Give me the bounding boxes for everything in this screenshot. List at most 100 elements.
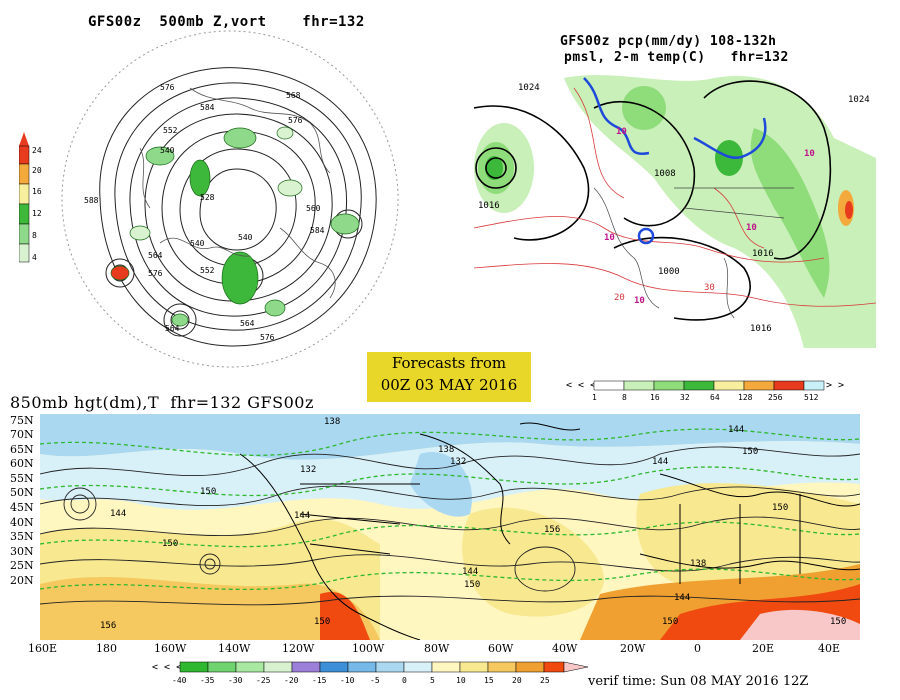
lon-0: 0 — [694, 642, 701, 655]
temp-cb-label-m15: -15 — [312, 676, 327, 685]
polar-panel-title: GFS00z 500mb Z,vort fhr=132 — [88, 14, 365, 30]
temp-cb-label-m40: -40 — [172, 676, 187, 685]
temp-cb-label-m30: -30 — [228, 676, 243, 685]
precip-colorbar-graphic: < < < > > — [566, 380, 844, 391]
lon-160w: 160W — [154, 642, 187, 655]
temp-cb-label-m5: -5 — [370, 676, 380, 685]
svg-text:150: 150 — [742, 447, 758, 457]
svg-text:20: 20 — [614, 293, 625, 303]
svg-text:540: 540 — [190, 239, 205, 248]
lat-65n: 65N — [10, 443, 34, 456]
svg-text:552: 552 — [200, 266, 215, 275]
svg-text:10: 10 — [616, 127, 627, 137]
lat-25n: 25N — [10, 559, 34, 572]
precip-isobars — [474, 80, 832, 321]
svg-text:< < <: < < < — [152, 662, 182, 673]
banner-line1: Forecasts from — [391, 354, 507, 372]
temp-cb-label-m20: -20 — [284, 676, 299, 685]
lon-80w: 80W — [424, 642, 450, 655]
svg-text:560: 560 — [306, 204, 321, 213]
svg-text:< < <: < < < — [566, 380, 596, 391]
temp-cb-label-5: 5 — [430, 676, 435, 685]
svg-text:1008: 1008 — [654, 169, 676, 179]
svg-text:150: 150 — [830, 617, 846, 627]
coastlines-850 — [239, 422, 860, 640]
lat-45n: 45N — [10, 501, 34, 514]
svg-text:132: 132 — [450, 457, 466, 467]
svg-text:156: 156 — [100, 621, 116, 631]
temp-cb-label-m10: -10 — [340, 676, 355, 685]
precip-panel-title-line1: GFS00z pcp(mm/dy) 108-132h — [560, 34, 777, 49]
lat-40n: 40N — [10, 516, 34, 529]
svg-text:150: 150 — [162, 539, 178, 549]
svg-text:564: 564 — [240, 319, 255, 328]
lon-labels: 160E 180 160W 140W 120W 100W 80W 60W 40W… — [20, 642, 880, 656]
lon-20e: 20E — [752, 642, 775, 655]
forecast-banner: Forecasts from 00Z 03 MAY 2016 — [367, 352, 531, 402]
precip-cb-label-128: 128 — [738, 393, 753, 402]
svg-text:150: 150 — [200, 487, 216, 497]
temp-cb-label-20: 20 — [512, 676, 522, 685]
height-contours — [40, 446, 860, 606]
polar-height-contours — [99, 67, 377, 347]
svg-text:144: 144 — [110, 509, 126, 519]
svg-text:138: 138 — [324, 417, 340, 427]
lon-40e: 40E — [818, 642, 841, 655]
lon-20w: 20W — [620, 642, 646, 655]
polar-cb-label-8: 8 — [32, 231, 37, 240]
precip-cb-label-1: 1 — [592, 393, 597, 402]
temp-cb-label-0: 0 — [402, 676, 407, 685]
precip-freezing-line — [583, 77, 767, 245]
svg-text:588: 588 — [84, 196, 99, 205]
svg-text:540: 540 — [160, 146, 175, 155]
polar-vorticity-shading — [110, 126, 360, 327]
lon-140w: 140W — [218, 642, 251, 655]
temp-cb-label-10: 10 — [456, 676, 466, 685]
svg-text:10: 10 — [634, 296, 645, 306]
svg-text:552: 552 — [163, 126, 178, 135]
precip-cb-label-256: 256 — [768, 393, 783, 402]
svg-text:150: 150 — [314, 617, 330, 627]
svg-text:576: 576 — [260, 333, 275, 342]
svg-text:> >: > > — [826, 380, 844, 391]
temp-cb-label-m25: -25 — [256, 676, 271, 685]
lat-labels: 75N 70N 65N 60N 55N 50N 45N 40N 35N 30N … — [10, 414, 40, 639]
panel-850-title: 850mb hgt(dm),T fhr=132 GFS00z — [10, 393, 314, 412]
height-labels: 138 144 132 150 144 150 138 132 144 150 … — [100, 417, 846, 631]
precip-cb-label-64: 64 — [710, 393, 720, 402]
svg-text:528: 528 — [200, 193, 215, 202]
precip-cb-label-512: 512 — [804, 393, 819, 402]
polar-cb-label-16: 16 — [32, 187, 42, 196]
svg-text:150: 150 — [464, 580, 480, 590]
svg-text:144: 144 — [462, 567, 478, 577]
svg-text:1024: 1024 — [518, 83, 540, 93]
lon-180: 180 — [96, 642, 117, 655]
lon-60w: 60W — [488, 642, 514, 655]
svg-text:10: 10 — [604, 233, 615, 243]
svg-text:1016: 1016 — [478, 201, 500, 211]
precip-panel-title-line2: pmsl, 2-m temp(C) fhr=132 — [564, 50, 789, 65]
svg-text:576: 576 — [148, 269, 163, 278]
svg-text:1016: 1016 — [752, 249, 774, 259]
polar-colorbar-graphic — [18, 132, 30, 263]
temp-shading — [40, 414, 860, 640]
svg-text:584: 584 — [200, 103, 215, 112]
svg-text:584: 584 — [310, 226, 325, 235]
temp-colorbar: < < < -40 -35 -30 -25 -20 -15 -10 -5 0 5… — [152, 658, 592, 692]
lat-30n: 30N — [10, 545, 34, 558]
polar-map: 576 584 552 540 568 576 588 528 540 552 … — [61, 30, 399, 368]
temp-cb-label-25: 25 — [540, 676, 550, 685]
polar-cb-label-20: 20 — [32, 166, 42, 175]
banner-line2: 00Z 03 MAY 2016 — [380, 376, 518, 394]
lon-120w: 120W — [282, 642, 315, 655]
svg-text:138: 138 — [690, 559, 706, 569]
precip-cb-label-16: 16 — [650, 393, 660, 402]
svg-text:144: 144 — [674, 593, 690, 603]
lat-35n: 35N — [10, 530, 34, 543]
svg-text:144: 144 — [728, 425, 744, 435]
svg-text:564: 564 — [165, 324, 180, 333]
temp-contours — [40, 428, 860, 591]
svg-text:1016: 1016 — [750, 324, 772, 334]
verif-time: verif time: Sun 08 MAY 2016 12Z — [588, 674, 809, 689]
svg-text:138: 138 — [438, 445, 454, 455]
